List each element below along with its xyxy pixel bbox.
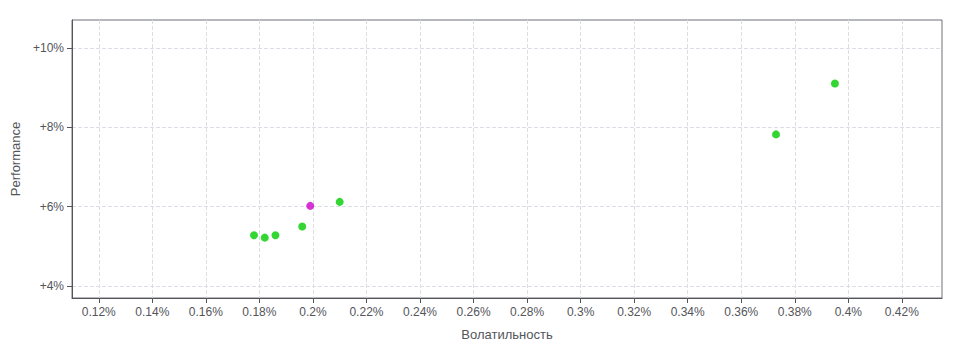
svg-text:0.18%: 0.18%	[242, 305, 276, 319]
svg-text:+10%: +10%	[33, 41, 64, 55]
svg-text:0.32%: 0.32%	[617, 305, 651, 319]
svg-text:0.3%: 0.3%	[567, 305, 595, 319]
svg-text:0.28%: 0.28%	[510, 305, 544, 319]
svg-text:Волатильность: Волатильность	[461, 327, 553, 342]
svg-text:0.38%: 0.38%	[778, 305, 812, 319]
svg-text:0.26%: 0.26%	[457, 305, 491, 319]
svg-text:Performance: Performance	[8, 122, 23, 196]
svg-text:0.36%: 0.36%	[724, 305, 758, 319]
svg-text:+8%: +8%	[40, 120, 65, 134]
svg-text:0.2%: 0.2%	[299, 305, 327, 319]
svg-text:0.16%: 0.16%	[189, 305, 223, 319]
svg-text:0.12%: 0.12%	[82, 305, 116, 319]
svg-text:0.24%: 0.24%	[403, 305, 437, 319]
svg-text:0.4%: 0.4%	[835, 305, 863, 319]
svg-text:0.42%: 0.42%	[885, 305, 919, 319]
svg-text:0.14%: 0.14%	[135, 305, 169, 319]
svg-text:+6%: +6%	[40, 200, 65, 214]
svg-text:0.22%: 0.22%	[349, 305, 383, 319]
svg-text:0.34%: 0.34%	[671, 305, 705, 319]
svg-text:+4%: +4%	[40, 279, 65, 293]
